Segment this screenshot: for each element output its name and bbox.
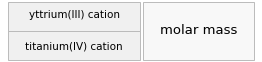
Bar — [8, 2, 140, 31]
Text: titanium(IV) cation: titanium(IV) cation — [25, 41, 123, 52]
Text: yttrium(III) cation: yttrium(III) cation — [29, 10, 119, 21]
Bar — [143, 2, 254, 60]
Text: molar mass: molar mass — [160, 24, 237, 38]
Bar — [8, 31, 140, 60]
